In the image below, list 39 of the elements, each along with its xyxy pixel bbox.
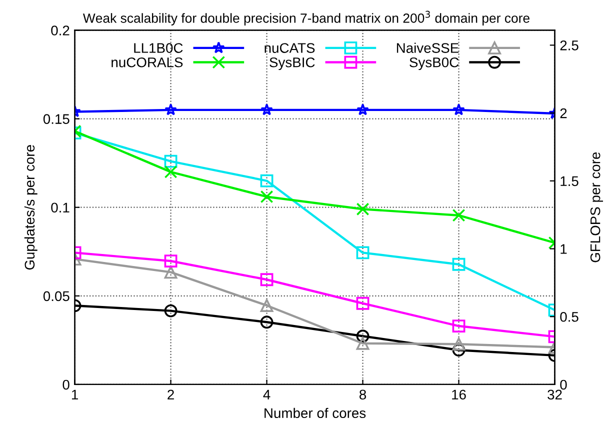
point bbox=[356, 296, 370, 310]
y2-axis-title: GFLOPS per core bbox=[590, 152, 603, 262]
y2-tick-label: 0.5 bbox=[560, 312, 578, 322]
x-tick-label: 1 bbox=[72, 390, 78, 400]
point bbox=[356, 246, 370, 260]
point bbox=[260, 190, 274, 204]
point bbox=[356, 103, 369, 116]
y-tick-label: 0.1 bbox=[51, 202, 70, 213]
point bbox=[260, 299, 274, 312]
x-tick-label: 16 bbox=[452, 390, 466, 400]
x-tick-label: 8 bbox=[360, 390, 366, 400]
point bbox=[260, 273, 274, 286]
x-tick-label: 32 bbox=[548, 390, 562, 400]
legend-label: nuCORALS bbox=[112, 57, 183, 68]
legend-label: SysB0C bbox=[410, 57, 459, 70]
point bbox=[260, 103, 273, 116]
point bbox=[356, 202, 370, 216]
y-axis-title: Gupdates/s per core bbox=[24, 145, 38, 270]
y2-tick-label: 1.5 bbox=[560, 176, 578, 186]
chart-title: Weak scalability for double precision 7-band matrix on 200$^{3}$ domain per core bbox=[82, 10, 530, 26]
x-tick-label: 4 bbox=[263, 390, 270, 400]
legend-label: SysBIC bbox=[270, 57, 315, 70]
legend-label: nuCATS bbox=[264, 43, 315, 53]
point bbox=[260, 316, 274, 329]
y2-tick-label: 1 bbox=[560, 244, 567, 254]
x-tick-label: 2 bbox=[168, 390, 174, 400]
point bbox=[356, 330, 370, 343]
y2-tick-label: 0 bbox=[560, 380, 567, 390]
x-axis-title: Number of cores bbox=[264, 408, 366, 418]
y-tick-label: 0 bbox=[62, 380, 70, 390]
y-tick-label: 0.05 bbox=[43, 291, 70, 302]
y-tick-label: 0.15 bbox=[43, 114, 70, 124]
point bbox=[260, 174, 274, 188]
point bbox=[356, 336, 370, 350]
legend-label: NaiveSSE bbox=[396, 42, 459, 53]
y2-tick-label: 2 bbox=[560, 108, 567, 118]
y2-tick-label: 2.5 bbox=[560, 40, 578, 50]
y-tick-label: 0.2 bbox=[51, 26, 70, 36]
legend-label: LL1B0C bbox=[134, 43, 183, 53]
